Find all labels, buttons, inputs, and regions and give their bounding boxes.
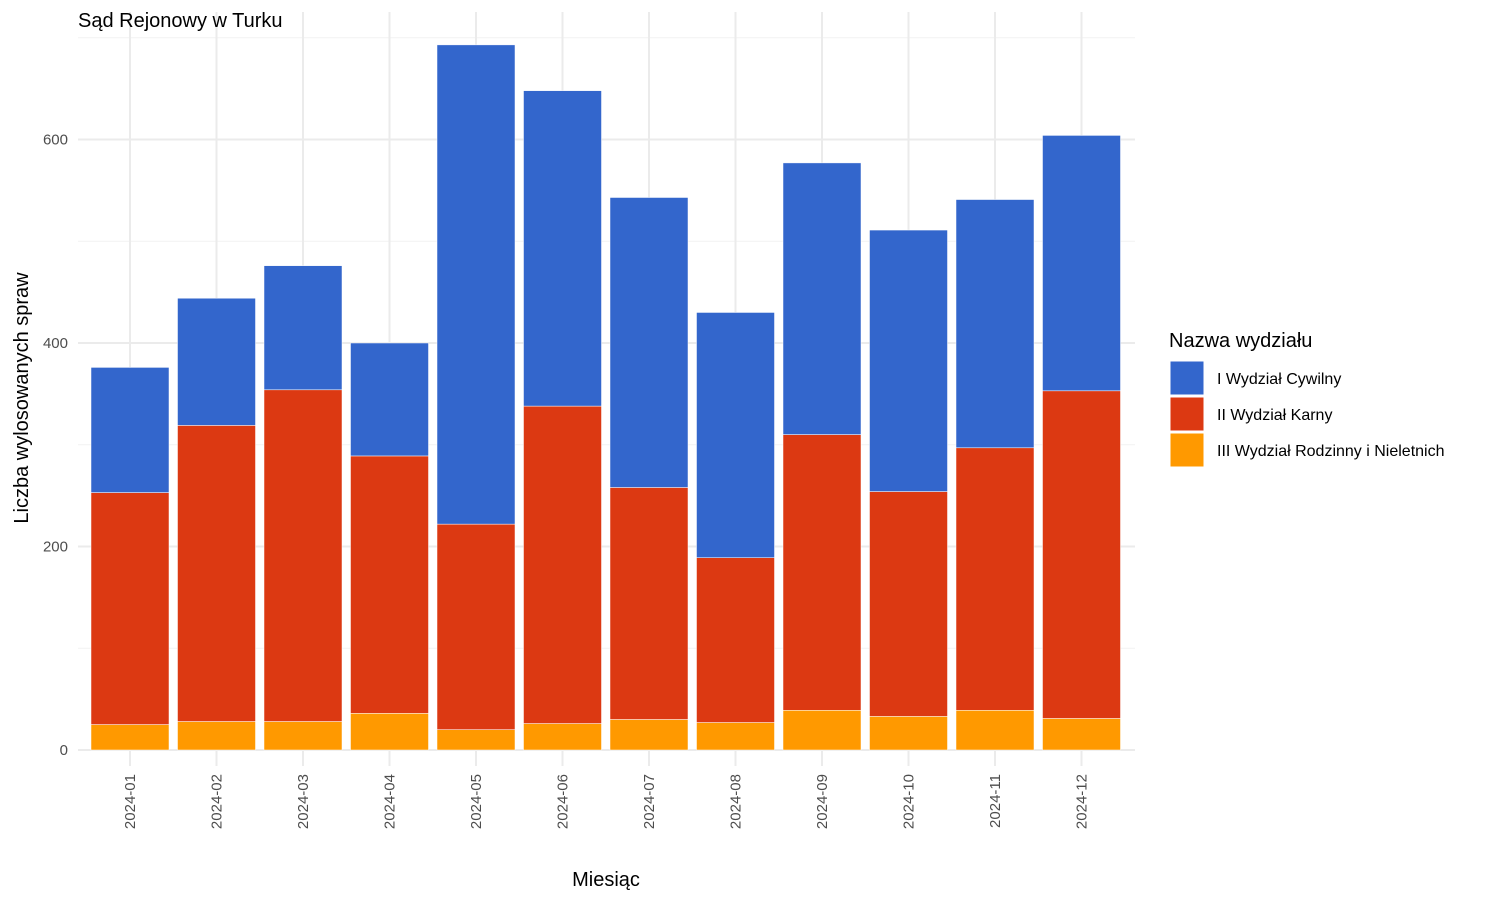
bar-segment [609, 197, 689, 488]
bar-segment [90, 724, 170, 751]
bar-segment [177, 297, 256, 426]
bar-segment [955, 199, 1035, 449]
y-tick-label: 600 [43, 132, 68, 149]
legend-label: II Wydział Karny [1217, 407, 1332, 424]
y-tick-label: 200 [43, 539, 68, 556]
x-tick-label: 2024-09 [814, 774, 831, 829]
bar-segment [1042, 135, 1121, 392]
bar-segment [90, 492, 170, 725]
bar-segment [1042, 390, 1121, 719]
bar-segment [90, 367, 170, 493]
legend-swatch [1169, 396, 1205, 432]
bar-segment [782, 710, 862, 751]
x-tick-label: 2024-02 [209, 774, 226, 829]
bar-segment [436, 523, 516, 730]
bar-segment [696, 312, 775, 558]
x-tick-label: 2024-08 [728, 774, 745, 829]
y-axis-title: Liczba wylosowanych spraw [11, 272, 33, 524]
bars-layer [90, 44, 1121, 751]
bar-segment [696, 557, 775, 723]
bar-segment [436, 44, 516, 525]
bar-segment [782, 434, 862, 711]
x-tick-label: 2024-03 [295, 774, 312, 829]
x-tick-label: 2024-04 [382, 774, 399, 829]
x-tick-label: 2024-07 [641, 774, 658, 829]
bar-segment [523, 90, 602, 407]
bar-segment [955, 447, 1035, 711]
y-axis-ticks: 0 200 400 600 [43, 132, 68, 760]
legend: Nazwa wydziału I Wydział Cywilny II Wydzi… [1169, 330, 1445, 468]
bar-segment [263, 265, 343, 391]
legend-title: Nazwa wydziału [1169, 330, 1312, 352]
bar-segment [263, 721, 343, 751]
x-tick-label: 2024-01 [122, 774, 139, 829]
bar-segment [523, 405, 602, 724]
bar-segment [955, 710, 1035, 751]
bar-segment [177, 721, 256, 751]
legend-label: I Wydział Cywilny [1217, 371, 1341, 388]
x-tick-label: 2024-10 [901, 774, 918, 829]
bar-segment [350, 455, 429, 714]
bar-segment [869, 229, 948, 492]
bar-segment [609, 487, 689, 720]
legend-label: III Wydział Rodzinny i Nieletnich [1217, 443, 1445, 460]
y-tick-label: 0 [60, 742, 68, 759]
bar-segment [263, 389, 343, 722]
bar-segment [177, 425, 256, 722]
x-axis-ticks: 2024-01 2024-02 2024-03 2024-04 2024-05 2024-… [122, 774, 1091, 829]
legend-swatch [1169, 360, 1205, 396]
x-tick-label: 2024-11 [987, 774, 1004, 828]
x-axis-title: Miesiąc [572, 869, 640, 891]
x-tick-label: 2024-06 [555, 774, 572, 829]
bar-segment [609, 719, 689, 751]
x-tick-label: 2024-05 [468, 774, 485, 829]
bar-segment [869, 716, 948, 751]
y-tick-label: 400 [43, 335, 68, 352]
bar-segment [350, 713, 429, 751]
chart-title: Sąd Rejonowy w Turku [78, 10, 283, 32]
bar-segment [782, 162, 862, 435]
bar-segment [436, 729, 516, 751]
bar-segment [350, 342, 429, 457]
x-tick-label: 2024-12 [1074, 774, 1091, 829]
legend-swatch [1169, 432, 1205, 468]
bar-segment [523, 723, 602, 751]
bar-segment [1042, 718, 1121, 751]
bar-segment [869, 491, 948, 717]
bar-segment [696, 722, 775, 751]
